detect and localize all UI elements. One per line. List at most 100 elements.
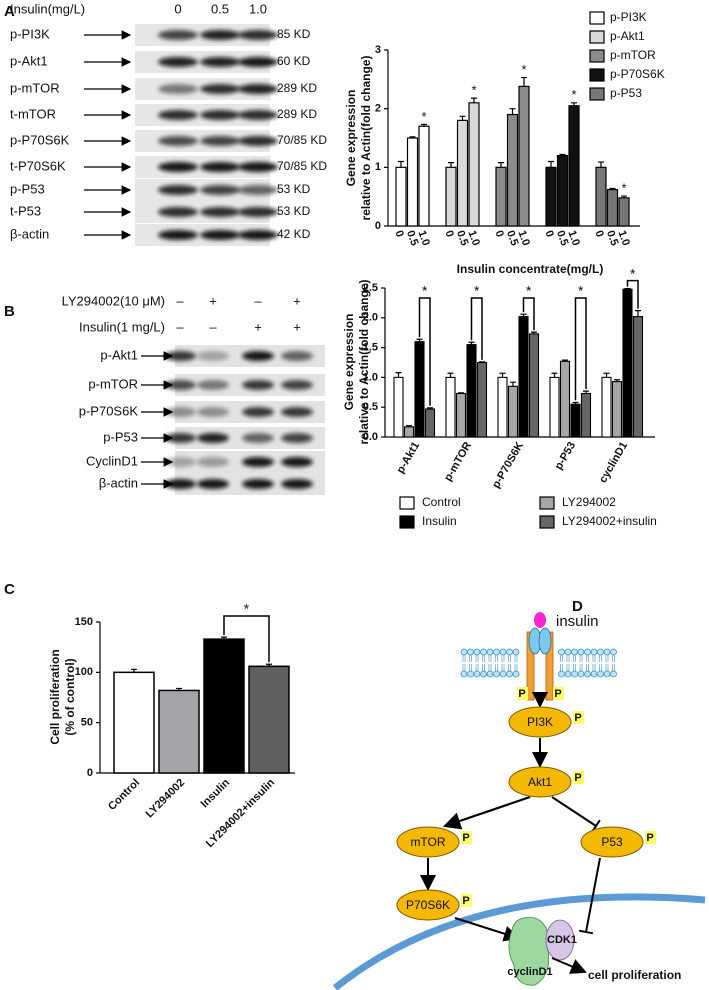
blot-band — [158, 136, 198, 146]
x-tick-label: p-mTOR — [442, 440, 474, 483]
error-bar — [427, 407, 433, 409]
lipid-head — [603, 670, 611, 678]
y-tick-label: 1.5 — [363, 342, 378, 354]
lipid-head — [480, 648, 487, 656]
blot-size-label: 85 KD — [277, 27, 311, 41]
lipid-tail — [469, 664, 472, 671]
lipid-head — [584, 648, 591, 656]
blot-band — [200, 230, 240, 240]
blot-row-label: p-P70S6K — [79, 403, 139, 418]
x-tick-label: 0.5 — [454, 229, 471, 247]
lipid-tail — [605, 664, 609, 671]
bar — [445, 166, 457, 227]
cyclin-shape — [508, 917, 550, 986]
blot-band — [238, 207, 278, 217]
blot-band — [281, 351, 313, 361]
blot-band — [158, 110, 198, 120]
lipid-head — [512, 648, 520, 656]
legend-swatch — [539, 515, 555, 529]
y-tick-label: 2.5 — [363, 282, 378, 294]
lipid-head — [493, 648, 500, 656]
phospho-badge — [553, 687, 564, 700]
legend-label: Control — [422, 495, 461, 509]
bar — [418, 125, 430, 227]
blot-size-label: 53 KD — [277, 204, 311, 218]
blot-row-label: p-PI3K — [10, 26, 50, 41]
y-tick-label: 0.0 — [363, 431, 378, 443]
legend-swatch — [589, 49, 605, 63]
x-tick-label: 1.0 — [615, 229, 632, 247]
blot-size-label: 70/85 KD — [277, 133, 327, 147]
lipid-head — [564, 648, 572, 656]
phospho-label: P — [574, 712, 581, 724]
lipid-tail — [495, 664, 498, 671]
legend-label: p-mTOR — [610, 48, 656, 62]
legend-swatch — [399, 515, 415, 529]
bar — [393, 376, 404, 438]
cdk-label: CDK1 — [547, 934, 577, 946]
x-tick-label: Control — [106, 777, 142, 813]
blot-band — [238, 162, 278, 172]
lipid-tail — [605, 655, 609, 662]
lipid-head — [603, 648, 611, 656]
error-bar — [409, 136, 416, 138]
condition-label: Insulin(1 mg/L) — [79, 319, 165, 334]
x-tick-label: 0 — [492, 229, 505, 239]
blot-row-label: p-mTOR — [10, 80, 60, 95]
legend-label: LY294002 — [562, 495, 616, 509]
bar — [495, 166, 507, 227]
bar — [456, 119, 469, 227]
condition-sign: – — [254, 293, 262, 308]
y-axis-label: Gene expression — [342, 314, 356, 411]
blot-band — [197, 479, 229, 489]
bar — [158, 689, 200, 774]
lipid-tail — [566, 655, 570, 662]
error-bar — [559, 153, 566, 156]
y-tick-label: 0.5 — [363, 401, 378, 413]
bar — [549, 376, 560, 438]
lipid-head — [460, 648, 468, 656]
significance-bracket — [418, 297, 431, 406]
y-tick-label: 2.0 — [363, 312, 378, 324]
bar — [606, 189, 619, 227]
bar — [545, 166, 557, 227]
blot-band — [197, 407, 229, 417]
lipid-head — [506, 670, 513, 678]
lipid-tail — [573, 664, 576, 671]
error-bar — [572, 401, 579, 405]
x-tick-label: 0 — [392, 229, 405, 239]
insulin-ligand — [534, 612, 546, 628]
x-axis-label: Insulin concentrate(mg/L) — [457, 262, 604, 276]
lipid-tail — [592, 664, 596, 671]
blot-band — [200, 57, 240, 67]
lipid-tail — [501, 655, 505, 662]
blot-band — [238, 30, 278, 40]
condition-label: LY294002(10 μM) — [62, 293, 165, 308]
condition-sign: + — [293, 293, 301, 308]
blot-band — [158, 207, 198, 217]
error-bar — [551, 372, 558, 378]
arrow — [551, 957, 587, 974]
phospho-label: P — [462, 895, 469, 907]
error-bar — [471, 97, 477, 103]
error-bar — [614, 379, 620, 382]
blot-size-label: 289 KD — [277, 107, 317, 121]
error-bar — [598, 161, 604, 168]
lipid-tail — [560, 655, 563, 662]
significance-label: * — [421, 109, 426, 124]
significance-bracket — [574, 297, 587, 401]
pathway-node — [396, 889, 460, 921]
significance-label: * — [422, 283, 428, 299]
blot-band — [281, 433, 313, 443]
blot-size-label: 70/85 KD — [277, 159, 327, 173]
blot-band — [242, 457, 274, 467]
error-bar — [398, 160, 404, 168]
blot-band — [242, 351, 274, 361]
bar — [559, 360, 571, 438]
lane-label: 0.5 — [211, 1, 229, 16]
legend-swatch — [589, 30, 605, 44]
phospho-badge — [573, 711, 584, 724]
blot-row-label: p-Akt1 — [100, 347, 138, 362]
legend-label: p-P53 — [610, 86, 642, 100]
significance-label: * — [630, 265, 636, 281]
